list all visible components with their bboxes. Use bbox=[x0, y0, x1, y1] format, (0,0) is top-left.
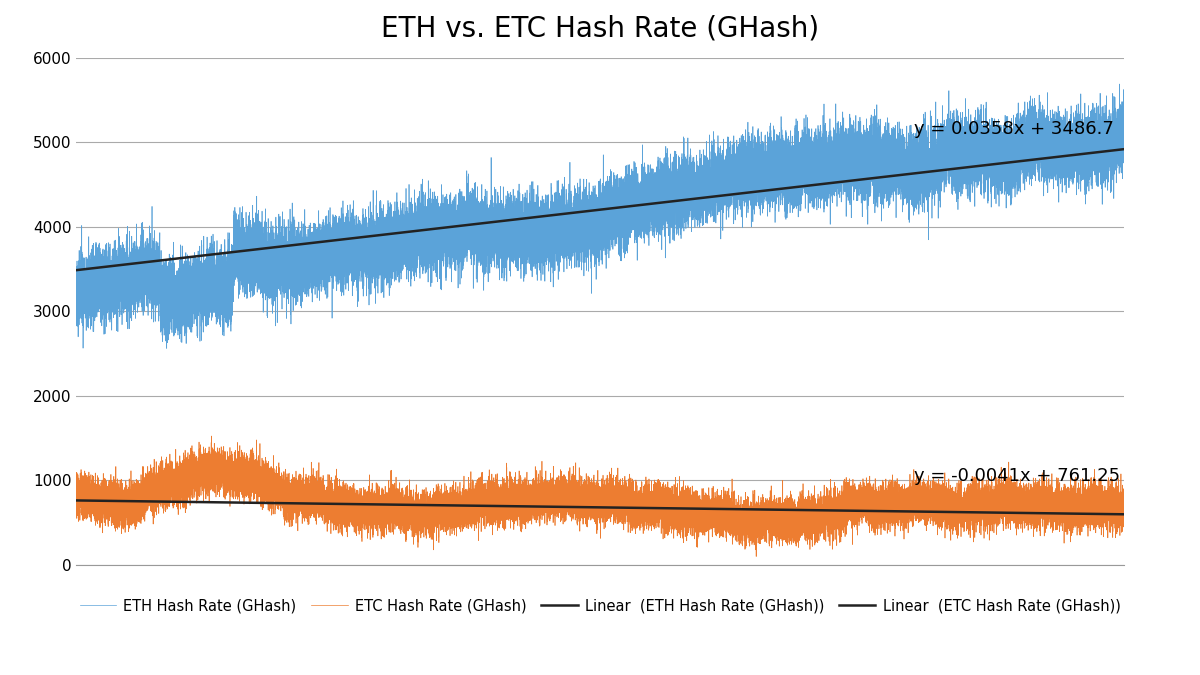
Linear  (ETC Hash Rate (GHash)) bbox=[379, 500, 394, 508]
Linear  (ETH Hash Rate (GHash)) bbox=[736, 189, 750, 197]
ETC Hash Rate (GHash) bbox=[70, 483, 84, 491]
Linear  (ETC Hash Rate (GHash)) bbox=[736, 505, 750, 513]
ETH Hash Rate (GHash) bbox=[1116, 126, 1130, 134]
ETH Hash Rate (GHash) bbox=[160, 344, 174, 352]
Line: Linear  (ETC Hash Rate (GHash)): Linear (ETC Hash Rate (GHash)) bbox=[77, 500, 1123, 514]
ETH Hash Rate (GHash) bbox=[736, 157, 750, 165]
Line: ETC Hash Rate (GHash): ETC Hash Rate (GHash) bbox=[77, 436, 1123, 556]
ETC Hash Rate (GHash) bbox=[204, 432, 218, 440]
ETC Hash Rate (GHash) bbox=[126, 509, 140, 517]
ETC Hash Rate (GHash) bbox=[379, 502, 394, 510]
Linear  (ETH Hash Rate (GHash)) bbox=[611, 204, 625, 212]
ETC Hash Rate (GHash) bbox=[736, 501, 750, 509]
ETH Hash Rate (GHash) bbox=[379, 234, 394, 242]
ETC Hash Rate (GHash) bbox=[550, 491, 564, 499]
ETC Hash Rate (GHash) bbox=[611, 484, 625, 492]
Linear  (ETH Hash Rate (GHash)) bbox=[379, 230, 394, 238]
Text: y = 0.0358x + 3486.7: y = 0.0358x + 3486.7 bbox=[914, 119, 1114, 138]
ETH Hash Rate (GHash) bbox=[856, 161, 870, 169]
ETC Hash Rate (GHash) bbox=[856, 481, 870, 489]
ETH Hash Rate (GHash) bbox=[126, 271, 140, 279]
Linear  (ETC Hash Rate (GHash)) bbox=[126, 497, 140, 506]
Line: ETH Hash Rate (GHash): ETH Hash Rate (GHash) bbox=[77, 84, 1123, 348]
Linear  (ETC Hash Rate (GHash)) bbox=[70, 496, 84, 504]
Linear  (ETH Hash Rate (GHash)) bbox=[1116, 145, 1130, 153]
Title: ETH vs. ETC Hash Rate (GHash): ETH vs. ETC Hash Rate (GHash) bbox=[380, 15, 820, 43]
ETH Hash Rate (GHash) bbox=[1112, 80, 1127, 88]
ETC Hash Rate (GHash) bbox=[749, 552, 763, 560]
Line: Linear  (ETH Hash Rate (GHash)): Linear (ETH Hash Rate (GHash)) bbox=[77, 149, 1123, 270]
ETH Hash Rate (GHash) bbox=[70, 281, 84, 289]
Linear  (ETC Hash Rate (GHash)) bbox=[856, 507, 870, 515]
ETC Hash Rate (GHash) bbox=[1116, 502, 1130, 510]
Legend: ETH Hash Rate (GHash), ETC Hash Rate (GHash), Linear  (ETH Hash Rate (GHash)), L: ETH Hash Rate (GHash), ETC Hash Rate (GH… bbox=[73, 593, 1127, 619]
Linear  (ETH Hash Rate (GHash)) bbox=[70, 266, 84, 274]
Linear  (ETH Hash Rate (GHash)) bbox=[126, 260, 140, 268]
ETH Hash Rate (GHash) bbox=[611, 228, 625, 236]
Linear  (ETH Hash Rate (GHash)) bbox=[856, 176, 870, 184]
Linear  (ETC Hash Rate (GHash)) bbox=[1116, 510, 1130, 518]
Linear  (ETC Hash Rate (GHash)) bbox=[611, 504, 625, 512]
Linear  (ETC Hash Rate (GHash)) bbox=[550, 503, 564, 511]
Text: y = -0.0041x + 761.25: y = -0.0041x + 761.25 bbox=[914, 467, 1121, 485]
ETH Hash Rate (GHash) bbox=[550, 190, 564, 198]
Linear  (ETH Hash Rate (GHash)) bbox=[550, 211, 564, 219]
